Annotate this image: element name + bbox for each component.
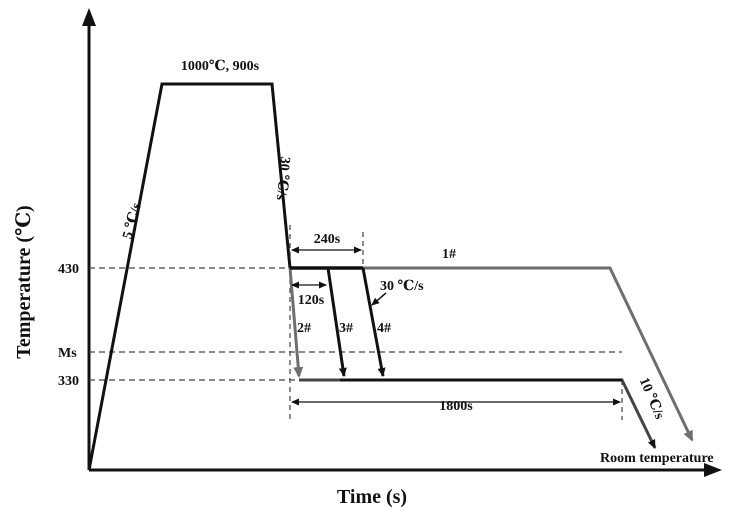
path-1 <box>290 266 694 442</box>
cool-rate-pointer <box>371 292 387 306</box>
hold-label: 1000℃, 900s <box>181 59 260 74</box>
y-axis-title: Temperature (℃) <box>13 205 35 358</box>
tick-430: 430 <box>58 262 79 277</box>
cool-rate-label-2: 30 ℃/s <box>380 279 424 294</box>
path-4-quench <box>361 267 386 377</box>
heat-rate-label: 5 ℃/s <box>120 201 145 241</box>
duration-1800s: 1800s <box>439 399 473 414</box>
heating-holding-path <box>87 82 292 471</box>
path-3-quench <box>326 267 347 377</box>
path-330-hold <box>299 378 657 449</box>
cool-rate-label-1: 30 ℃/s <box>273 156 293 201</box>
sample-4-label: 4# <box>377 321 391 336</box>
sample-2-label: 2# <box>297 321 311 336</box>
x-axis-arrowhead <box>704 463 722 477</box>
tick-ms: Ms <box>58 346 77 361</box>
duration-240s: 240s <box>314 232 341 247</box>
sample-1-label: 1# <box>442 247 456 262</box>
y-axis-arrowhead <box>82 8 96 26</box>
x-axis-title: Time (s) <box>337 486 407 508</box>
duration-120s: 120s <box>298 293 325 308</box>
room-temperature-label: Room temperature <box>600 451 714 466</box>
tick-330: 330 <box>58 374 79 389</box>
sample-3-label: 3# <box>339 321 353 336</box>
